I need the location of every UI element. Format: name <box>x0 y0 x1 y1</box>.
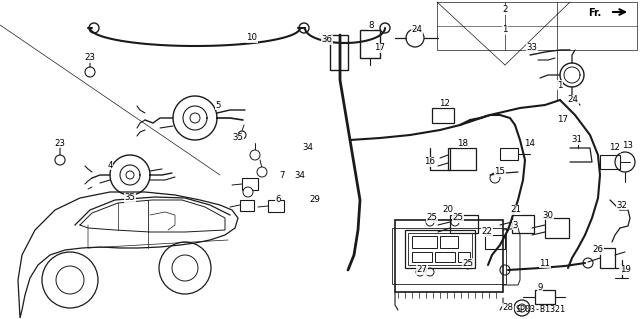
Bar <box>330 35 348 70</box>
Text: 27: 27 <box>417 265 428 275</box>
Text: 3: 3 <box>512 220 518 229</box>
Text: 23: 23 <box>54 138 65 147</box>
Text: 11: 11 <box>540 258 550 268</box>
Bar <box>242 178 258 190</box>
Bar <box>485 235 505 249</box>
Text: 34: 34 <box>294 170 305 180</box>
Text: 1: 1 <box>502 26 508 34</box>
Text: 20: 20 <box>442 205 454 214</box>
Bar <box>360 30 380 58</box>
Bar <box>545 218 569 238</box>
Circle shape <box>257 167 267 177</box>
Bar <box>408 233 472 265</box>
Text: 4: 4 <box>108 160 113 169</box>
Text: 29: 29 <box>310 196 321 204</box>
Circle shape <box>250 150 260 160</box>
Text: 12: 12 <box>440 99 451 108</box>
Text: 1: 1 <box>557 80 563 90</box>
Bar <box>600 248 615 268</box>
Bar <box>268 200 284 212</box>
Text: 31: 31 <box>572 136 582 145</box>
Bar <box>412 236 437 248</box>
Text: 22: 22 <box>481 227 493 236</box>
Text: 25: 25 <box>452 213 463 222</box>
Text: 2: 2 <box>502 5 508 14</box>
Bar <box>392 228 506 284</box>
Bar <box>412 252 432 262</box>
Text: 15: 15 <box>495 167 506 176</box>
Text: 24: 24 <box>568 95 579 105</box>
Text: 35: 35 <box>125 194 136 203</box>
Bar <box>448 148 476 170</box>
Bar <box>450 215 478 233</box>
Text: 36: 36 <box>321 35 333 44</box>
Text: 6: 6 <box>275 196 281 204</box>
Bar <box>512 215 534 233</box>
Bar <box>535 290 555 304</box>
Text: 28: 28 <box>502 303 513 313</box>
Text: 8: 8 <box>368 20 374 29</box>
Text: 13: 13 <box>623 140 634 150</box>
Text: 26: 26 <box>593 246 604 255</box>
Text: SP03-B1321: SP03-B1321 <box>515 306 565 315</box>
Text: 5: 5 <box>215 100 221 109</box>
Text: 34: 34 <box>303 144 314 152</box>
Text: 23: 23 <box>84 54 95 63</box>
Text: 17: 17 <box>557 115 568 124</box>
Text: 24: 24 <box>412 26 422 34</box>
Bar <box>405 230 475 268</box>
Text: 12: 12 <box>609 144 621 152</box>
Text: 17: 17 <box>374 43 385 53</box>
Text: 19: 19 <box>620 265 630 275</box>
Bar <box>395 220 503 292</box>
Bar <box>500 148 518 160</box>
Bar <box>435 252 455 262</box>
Text: 14: 14 <box>525 138 536 147</box>
Text: Fr.: Fr. <box>588 8 601 18</box>
Text: 10: 10 <box>246 33 257 42</box>
Text: 18: 18 <box>458 138 468 147</box>
Text: 16: 16 <box>424 158 435 167</box>
Bar <box>440 236 458 248</box>
Bar <box>432 108 454 123</box>
Bar <box>458 252 470 262</box>
Text: 25: 25 <box>463 258 474 268</box>
Text: 21: 21 <box>511 205 522 214</box>
Text: 32: 32 <box>616 201 627 210</box>
Text: 7: 7 <box>279 170 285 180</box>
Bar <box>240 200 254 211</box>
Text: 25: 25 <box>426 213 438 222</box>
Bar <box>600 155 620 169</box>
Text: 33: 33 <box>527 43 538 53</box>
Text: 30: 30 <box>543 211 554 219</box>
Text: 35: 35 <box>232 133 243 143</box>
Circle shape <box>243 187 253 197</box>
Text: 9: 9 <box>538 284 543 293</box>
